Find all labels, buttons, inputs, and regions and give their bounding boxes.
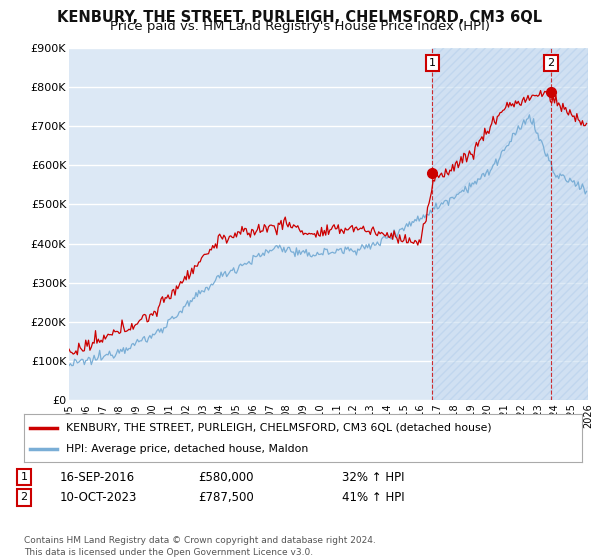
Text: KENBURY, THE STREET, PURLEIGH, CHELMSFORD, CM3 6QL: KENBURY, THE STREET, PURLEIGH, CHELMSFOR… <box>58 10 542 25</box>
Text: Contains HM Land Registry data © Crown copyright and database right 2024.
This d: Contains HM Land Registry data © Crown c… <box>24 536 376 557</box>
Text: 2: 2 <box>20 492 28 502</box>
Text: KENBURY, THE STREET, PURLEIGH, CHELMSFORD, CM3 6QL (detached house): KENBURY, THE STREET, PURLEIGH, CHELMSFOR… <box>66 423 491 433</box>
Text: 1: 1 <box>429 58 436 68</box>
Text: HPI: Average price, detached house, Maldon: HPI: Average price, detached house, Mald… <box>66 444 308 454</box>
Text: 2: 2 <box>547 58 554 68</box>
Text: 41% ↑ HPI: 41% ↑ HPI <box>342 491 404 504</box>
Bar <box>433 48 588 400</box>
Text: 16-SEP-2016: 16-SEP-2016 <box>60 470 135 484</box>
Text: Price paid vs. HM Land Registry's House Price Index (HPI): Price paid vs. HM Land Registry's House … <box>110 20 490 33</box>
Bar <box>433 48 588 400</box>
Text: 32% ↑ HPI: 32% ↑ HPI <box>342 470 404 484</box>
Text: £787,500: £787,500 <box>198 491 254 504</box>
Text: £580,000: £580,000 <box>198 470 254 484</box>
Text: 1: 1 <box>20 472 28 482</box>
Text: 10-OCT-2023: 10-OCT-2023 <box>60 491 137 504</box>
